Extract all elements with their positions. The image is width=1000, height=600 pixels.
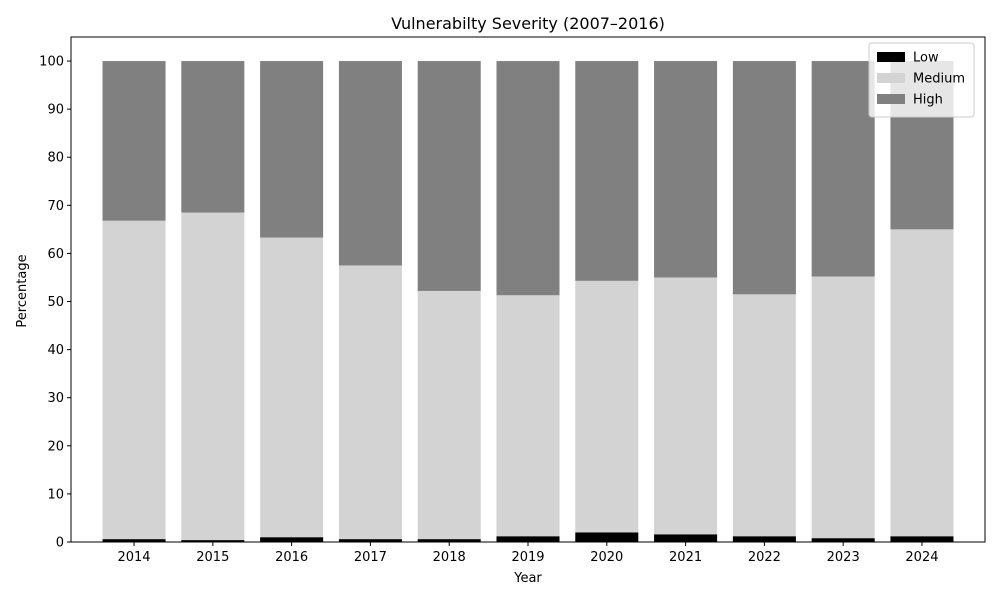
bar-low-2019 <box>496 536 560 542</box>
x-tick-label-2015: 2015 <box>196 550 229 565</box>
bar-low-2021 <box>654 534 718 542</box>
y-axis-label: Percentage <box>15 254 30 327</box>
x-tick-label-2022: 2022 <box>748 550 781 565</box>
x-tick-label-2023: 2023 <box>827 550 860 565</box>
x-tick-label-2017: 2017 <box>354 550 387 565</box>
plot-area <box>102 61 954 542</box>
y-tick-label-50: 50 <box>47 295 64 310</box>
y-axis: 0 10 20 30 40 50 60 70 80 90 100 <box>39 55 71 551</box>
legend: Low Medium High <box>868 42 975 118</box>
x-axis-label: Year <box>513 571 542 586</box>
bar-low-2023 <box>811 538 875 542</box>
bar-medium-2018 <box>417 290 481 540</box>
bar-low-2015 <box>181 540 245 542</box>
legend-swatch-low <box>877 52 905 62</box>
x-tick-label-2016: 2016 <box>275 550 308 565</box>
bar-high-2019 <box>496 61 560 296</box>
y-tick-label-40: 40 <box>47 343 64 358</box>
y-tick-label-20: 20 <box>47 439 64 454</box>
legend-swatch-high <box>877 94 905 104</box>
y-tick-label-60: 60 <box>47 247 64 262</box>
y-tick-label-80: 80 <box>47 151 64 166</box>
y-tick-label-100: 100 <box>39 55 64 70</box>
bar-low-2014 <box>102 539 166 542</box>
bar-low-2017 <box>338 539 402 542</box>
x-tick-label-2014: 2014 <box>117 550 150 565</box>
bar-low-2018 <box>417 539 481 542</box>
bar-low-2022 <box>732 536 796 542</box>
y-tick-label-30: 30 <box>47 391 64 406</box>
bar-medium-2014 <box>102 220 166 540</box>
x-tick-label-2024: 2024 <box>905 550 938 565</box>
bar-medium-2023 <box>811 276 875 539</box>
x-tick-label-2020: 2020 <box>590 550 623 565</box>
bar-medium-2015 <box>181 212 245 541</box>
legend-label-high: High <box>913 93 943 108</box>
bar-high-2014 <box>102 61 166 221</box>
bar-high-2016 <box>260 61 324 238</box>
legend-label-medium: Medium <box>913 72 965 87</box>
bar-high-2018 <box>417 61 481 291</box>
x-tick-label-2018: 2018 <box>433 550 466 565</box>
bar-high-2022 <box>732 61 796 295</box>
bar-medium-2024 <box>890 229 954 537</box>
bar-high-2021 <box>654 61 718 278</box>
bar-medium-2019 <box>496 295 560 537</box>
x-tick-label-2019: 2019 <box>511 550 544 565</box>
x-tick-label-2021: 2021 <box>669 550 702 565</box>
bar-high-2020 <box>575 61 639 281</box>
bar-medium-2016 <box>260 237 324 538</box>
legend-swatch-medium <box>877 73 905 83</box>
bar-low-2016 <box>260 537 324 542</box>
bar-high-2017 <box>338 61 402 266</box>
bar-high-2023 <box>811 61 875 277</box>
bar-medium-2017 <box>338 265 402 540</box>
bar-low-2020 <box>575 532 639 542</box>
bar-medium-2021 <box>654 277 718 535</box>
x-axis: 2014 2015 2016 2017 2018 2019 2020 2021 2022 2023… <box>117 542 939 565</box>
bar-medium-2022 <box>732 294 796 537</box>
chart-title: Vulnerabilty Severity (2007–2016) <box>391 14 665 33</box>
bar-low-2024 <box>890 536 954 542</box>
y-tick-label-70: 70 <box>47 199 64 214</box>
bar-high-2015 <box>181 61 245 213</box>
y-tick-label-0: 0 <box>56 536 64 551</box>
y-tick-label-90: 90 <box>47 103 64 118</box>
legend-label-low: Low <box>913 51 939 66</box>
bar-medium-2020 <box>575 280 639 533</box>
y-tick-label-10: 10 <box>47 487 64 502</box>
